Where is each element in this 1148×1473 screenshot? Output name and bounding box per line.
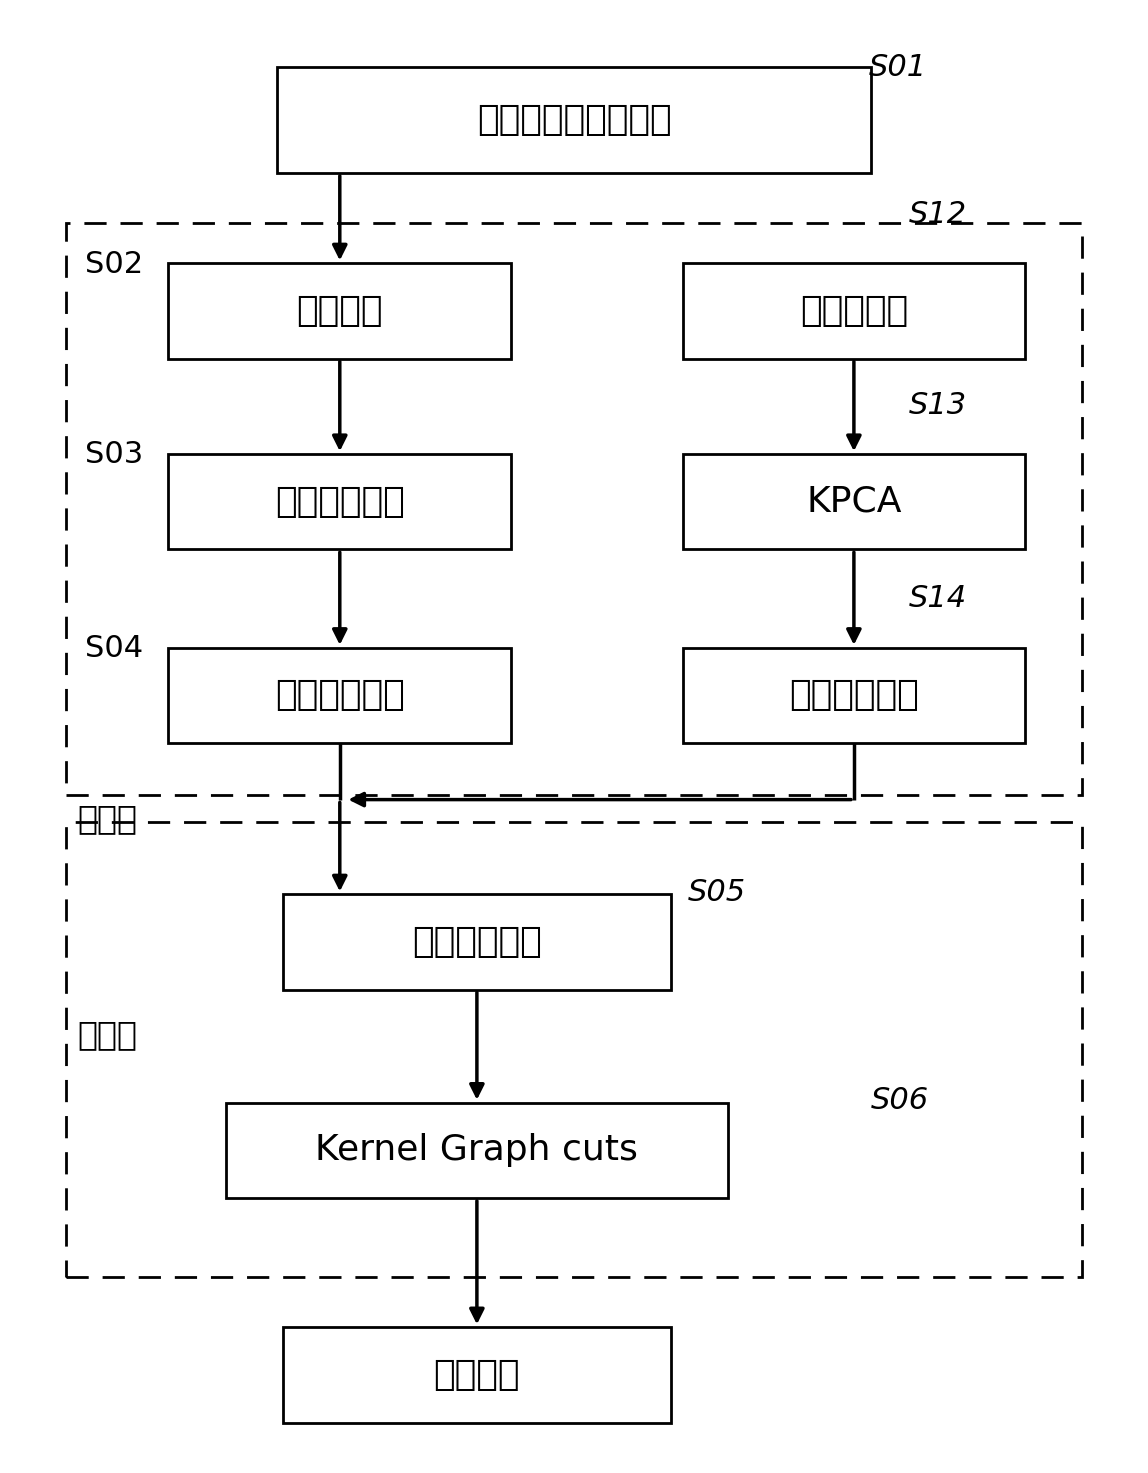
Text: 初始轮廓: 初始轮廓	[296, 295, 383, 328]
Text: Kernel Graph cuts: Kernel Graph cuts	[316, 1133, 638, 1167]
Text: 先验形状信息: 先验形状信息	[789, 679, 918, 713]
FancyBboxPatch shape	[225, 1103, 728, 1198]
Text: S03: S03	[85, 440, 144, 470]
Text: 形状模板集: 形状模板集	[800, 295, 908, 328]
FancyBboxPatch shape	[169, 648, 511, 742]
Text: S06: S06	[871, 1086, 929, 1115]
FancyBboxPatch shape	[169, 454, 511, 549]
Text: S14: S14	[909, 585, 967, 613]
Text: 膨胀腐蚀操作: 膨胀腐蚀操作	[274, 485, 405, 518]
FancyBboxPatch shape	[683, 648, 1025, 742]
Text: S04: S04	[85, 635, 144, 663]
Text: S01: S01	[869, 53, 926, 82]
Text: S02: S02	[85, 249, 144, 278]
Text: 建立能量函数: 建立能量函数	[412, 925, 542, 959]
Text: 带状闭合区域: 带状闭合区域	[274, 679, 405, 713]
Bar	[65, 822, 1083, 1277]
FancyBboxPatch shape	[683, 264, 1025, 358]
FancyBboxPatch shape	[683, 454, 1025, 549]
Text: 第一步: 第一步	[77, 803, 137, 835]
Text: 第二步: 第二步	[77, 1018, 137, 1052]
FancyBboxPatch shape	[277, 68, 871, 172]
Text: S13: S13	[909, 390, 967, 420]
FancyBboxPatch shape	[169, 264, 511, 358]
FancyBboxPatch shape	[282, 894, 672, 990]
FancyBboxPatch shape	[282, 1327, 672, 1423]
Text: KPCA: KPCA	[806, 485, 901, 518]
Text: 待分割腹部核磁图像: 待分割腹部核磁图像	[476, 103, 672, 137]
Bar	[65, 222, 1083, 795]
Text: 分割结果: 分割结果	[434, 1358, 520, 1392]
Text: S12: S12	[909, 200, 967, 228]
Text: S05: S05	[689, 878, 746, 907]
